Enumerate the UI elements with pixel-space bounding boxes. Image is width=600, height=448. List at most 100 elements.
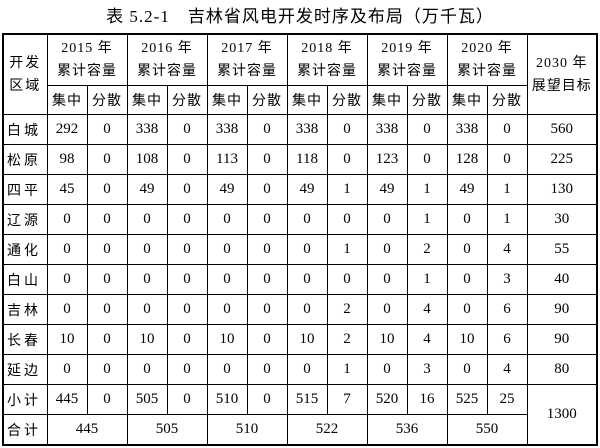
capacity-value-cell: 0 — [366, 294, 408, 325]
capacity-value-cell: 0 — [86, 324, 128, 355]
capacity-value-cell: 0 — [246, 264, 288, 295]
capacity-value-cell: 0 — [286, 264, 328, 295]
year-2018-label: 2018 年 — [301, 41, 353, 56]
capacity-value-cell: 0 — [246, 204, 288, 235]
capacity-value-cell: 0 — [126, 294, 168, 325]
region-row: 长春 10 0 10 0 10 0 10 2 10 4 10 6 90 — [2, 324, 598, 355]
year-header-2018: 2018 年 累计容量 — [286, 33, 368, 86]
subheader-concentrated-2016: 集中 — [126, 85, 168, 115]
subheader-concentrated-2018: 集中 — [286, 85, 328, 115]
capacity-value-cell: 0 — [126, 234, 168, 265]
year-2019-sublabel: 累计容量 — [377, 64, 437, 79]
year-2018-sublabel: 累计容量 — [297, 64, 357, 79]
capacity-value-cell: 0 — [246, 294, 288, 325]
total-label-cell: 合计 — [2, 414, 48, 446]
total-value-cell: 445 — [46, 414, 128, 446]
capacity-value-cell: 1 — [486, 204, 528, 235]
capacity-value-cell: 1 — [486, 174, 528, 205]
subtotal-value-cell: 0 — [166, 384, 208, 415]
capacity-value-cell: 2 — [406, 234, 448, 265]
subtotal-label-cell: 小计 — [2, 384, 48, 415]
subtotal-value-cell: 510 — [206, 384, 248, 415]
capacity-value-cell: 4 — [486, 354, 528, 385]
year-2017-label: 2017 年 — [221, 41, 273, 56]
capacity-value-cell: 10 — [366, 324, 408, 355]
capacity-value-cell: 10 — [206, 324, 248, 355]
region-column-header: 开发 区域 — [2, 33, 48, 115]
capacity-value-cell: 0 — [86, 144, 128, 175]
year-header-2016: 2016 年 累计容量 — [126, 33, 208, 86]
capacity-value-cell: 1 — [326, 174, 368, 205]
wind-power-table: 开发 区域 2015 年 累计容量 2016 年 累计容量 2017 年 累计容… — [2, 33, 598, 446]
capacity-value-cell: 49 — [126, 174, 168, 205]
capacity-value-cell: 0 — [126, 204, 168, 235]
region-row: 白山 0 0 0 0 0 0 0 0 0 1 0 3 40 — [2, 264, 598, 295]
region-name-cell: 四平 — [2, 174, 48, 205]
capacity-value-cell: 0 — [166, 294, 208, 325]
capacity-value-cell: 0 — [166, 204, 208, 235]
region-name-cell: 松原 — [2, 144, 48, 175]
capacity-value-cell: 49 — [286, 174, 328, 205]
capacity-value-cell: 0 — [446, 204, 488, 235]
capacity-value-cell: 113 — [206, 144, 248, 175]
capacity-value-cell: 1 — [326, 234, 368, 265]
capacity-value-cell: 0 — [206, 204, 248, 235]
subtotal-row: 小计 445 0 505 0 510 0 515 7 520 16 525 25 1300 — [2, 384, 598, 446]
capacity-value-cell: 0 — [246, 174, 288, 205]
capacity-value-cell: 1 — [406, 174, 448, 205]
capacity-value-cell: 0 — [326, 204, 368, 235]
capacity-value-cell: 0 — [86, 234, 128, 265]
capacity-value-cell: 3 — [486, 264, 528, 295]
header-row-years: 开发 区域 2015 年 累计容量 2016 年 累计容量 2017 年 累计容… — [2, 33, 598, 115]
capacity-value-cell: 0 — [366, 264, 408, 295]
capacity-value-cell: 0 — [126, 264, 168, 295]
subheader-distributed-2020: 分散 — [486, 85, 528, 115]
capacity-value-cell: 0 — [206, 234, 248, 265]
capacity-value-cell: 0 — [86, 354, 128, 385]
capacity-value-cell: 0 — [246, 114, 288, 145]
outlook-value-cell: 560 — [526, 114, 598, 145]
capacity-value-cell: 0 — [46, 264, 88, 295]
capacity-value-cell: 0 — [166, 264, 208, 295]
table-title: 表 5.2-1 吉林省风电开发时序及布局（万千瓦） — [106, 7, 494, 26]
capacity-value-cell: 0 — [166, 354, 208, 385]
year-2019-label: 2019 年 — [381, 41, 433, 56]
subtotal-value-cell: 445 — [46, 384, 88, 415]
region-name-cell: 延边 — [2, 354, 48, 385]
year-header-2019: 2019 年 累计容量 — [366, 33, 448, 86]
capacity-value-cell: 0 — [326, 264, 368, 295]
capacity-value-cell: 0 — [166, 144, 208, 175]
subtotal-value-cell: 25 — [486, 384, 528, 415]
subheader-distributed-2019: 分散 — [406, 85, 448, 115]
subtotal-value-cell: 0 — [246, 384, 288, 415]
subtotal-value-cell: 505 — [126, 384, 168, 415]
capacity-value-cell: 0 — [366, 354, 408, 385]
subtotal-value-cell: 0 — [86, 384, 128, 415]
subtotal-value-cell: 7 — [326, 384, 368, 415]
outlook-header-line2: 展望目标 — [531, 78, 592, 94]
outlook-value-cell: 225 — [526, 144, 598, 175]
capacity-value-cell: 0 — [86, 204, 128, 235]
year-2015-sublabel: 累计容量 — [57, 64, 117, 79]
capacity-value-cell: 0 — [206, 264, 248, 295]
capacity-value-cell: 4 — [486, 234, 528, 265]
total-value-cell: 536 — [366, 414, 448, 446]
capacity-value-cell: 10 — [126, 324, 168, 355]
region-name-cell: 辽源 — [2, 204, 48, 235]
capacity-value-cell: 0 — [446, 294, 488, 325]
outlook-value-cell: 30 — [526, 204, 598, 235]
capacity-value-cell: 1 — [326, 354, 368, 385]
capacity-value-cell: 10 — [446, 324, 488, 355]
capacity-value-cell: 0 — [246, 354, 288, 385]
capacity-value-cell: 49 — [446, 174, 488, 205]
outlook-value-cell: 130 — [526, 174, 598, 205]
capacity-value-cell: 45 — [46, 174, 88, 205]
subtotal-value-cell: 525 — [446, 384, 488, 415]
capacity-value-cell: 338 — [286, 114, 328, 145]
region-row: 白城 292 0 338 0 338 0 338 0 338 0 338 0 560 — [2, 114, 598, 145]
capacity-value-cell: 10 — [286, 324, 328, 355]
subtotal-value-cell: 520 — [366, 384, 408, 415]
capacity-value-cell: 98 — [46, 144, 88, 175]
capacity-value-cell: 0 — [366, 204, 408, 235]
